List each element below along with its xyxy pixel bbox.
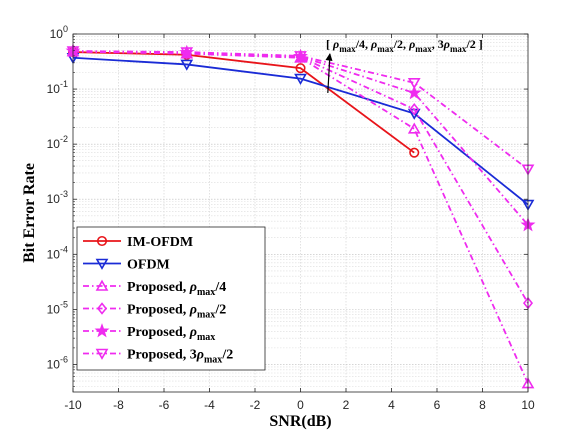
y-tick-label: 10-3 <box>47 189 68 206</box>
ticks: -10 -8 -6 -4 -2 0 2 4 6 8 10 100 10-1 10-2 10-3 10-4 10-… <box>47 24 535 412</box>
legend-label: Proposed, ρmax/2 <box>127 303 226 321</box>
y-tick-label: 10-2 <box>47 134 68 151</box>
legend-label: OFDM <box>127 258 170 273</box>
annotation-arrowhead <box>325 53 333 61</box>
series-line <box>72 50 529 226</box>
y-tick-label: 10-6 <box>47 354 68 371</box>
series-line <box>72 56 529 206</box>
marker-triangle-down <box>95 348 109 360</box>
y-tick-label: 100 <box>50 24 68 41</box>
legend-entry-1: OFDM <box>83 258 170 273</box>
x-tick-label: 4 <box>388 398 395 412</box>
y-axis-label: Bit Error Rate <box>21 163 38 263</box>
x-axis-label: SNR(dB) <box>269 413 331 430</box>
x-tick-label: -6 <box>159 398 170 412</box>
x-tick-label: 6 <box>434 398 441 412</box>
marker-diamond <box>96 302 108 315</box>
legend-entry-2: Proposed, ρmax/4 <box>83 279 226 298</box>
marker-triangle-down <box>294 73 307 85</box>
legend-label: Proposed, ρmax <box>127 325 215 343</box>
legend-entry-3: Proposed, ρmax/2 <box>83 302 226 321</box>
marker-triangle-down <box>407 78 421 90</box>
series-line <box>72 50 529 170</box>
x-tick-label: 0 <box>297 398 304 412</box>
marker-triangle-down <box>95 258 109 270</box>
marker-triangle-down <box>180 59 194 71</box>
marker-star <box>94 323 110 338</box>
legend-entry-4: Proposed, ρmax <box>83 323 215 343</box>
y-tick-label: 10-5 <box>47 299 68 316</box>
x-tick-label: -2 <box>250 398 261 412</box>
legend-label: Proposed, 3ρmax/2 <box>127 348 233 366</box>
marker-circle <box>409 147 420 158</box>
x-tick-label: -10 <box>64 398 82 412</box>
legend-entry-5: Proposed, 3ρmax/2 <box>83 348 233 366</box>
x-tick-label: -8 <box>113 398 124 412</box>
legend: IM-OFDM OFDM Proposed, ρmax/4 Proposed, ρma… <box>76 226 266 371</box>
legend-entry-0: IM-OFDM <box>83 235 193 250</box>
annotation: [ ρmax/4, ρmax/2, ρmax, 3ρmax/2 ] <box>325 37 483 93</box>
x-tick-label: 10 <box>521 398 535 412</box>
series-line <box>72 50 529 384</box>
x-tick-label: -4 <box>204 398 215 412</box>
marker-circle <box>295 63 306 74</box>
x-tick-label: 2 <box>343 398 350 412</box>
marker-circle <box>96 235 108 247</box>
y-tick-label: 10-4 <box>47 244 68 261</box>
marker-triangle-up <box>407 122 421 134</box>
legend-label: IM-OFDM <box>127 235 193 250</box>
marker-diamond <box>409 102 420 116</box>
series-5 <box>66 46 535 176</box>
y-tick-label: 10-1 <box>47 79 68 96</box>
marker-triangle-down <box>294 51 307 63</box>
legend-label: Proposed, ρmax/4 <box>127 280 226 298</box>
annotation-text: [ ρmax/4, ρmax/2, ρmax, 3ρmax/2 ] <box>326 37 483 54</box>
x-tick-label: 8 <box>479 398 486 412</box>
marker-triangle-down <box>180 47 194 59</box>
marker-triangle-up <box>95 279 109 291</box>
marker-star <box>406 85 422 100</box>
series-line <box>72 50 529 304</box>
series-layer <box>65 43 536 389</box>
legend-box <box>76 226 266 371</box>
